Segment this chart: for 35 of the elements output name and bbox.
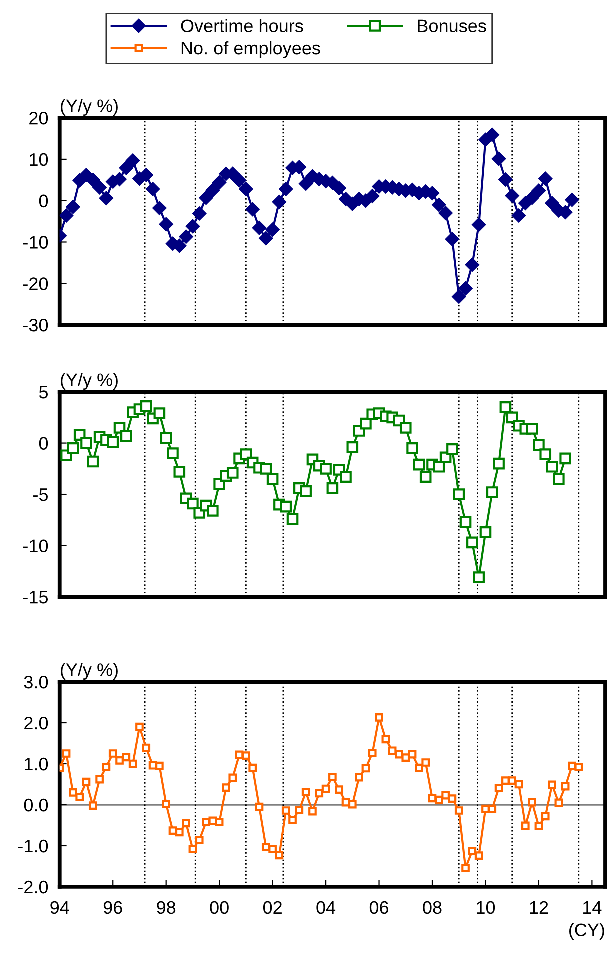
legend-label: Overtime hours	[181, 19, 304, 32]
x-tick-label: 98	[157, 901, 176, 914]
y-tick-label: -20	[23, 278, 48, 290]
x-tick-label: 12	[530, 901, 548, 914]
x-tick-label: 94	[50, 901, 70, 914]
x-tick-label: 00	[210, 901, 229, 914]
y-tick-label: 0	[39, 194, 48, 208]
y-tick-label: -1.0	[18, 840, 48, 853]
x-tick-label: 08	[423, 901, 442, 914]
y-axis-title: (Y/y %)	[61, 99, 118, 116]
x-tick-label: 02	[263, 901, 282, 914]
y-tick-label: 2.0	[24, 716, 48, 730]
y-axis-title: (Y/y %)	[61, 373, 118, 390]
y-tick-label: -30	[23, 318, 48, 332]
legend-label: Bonuses	[418, 20, 486, 32]
y-tick-label: 20	[30, 112, 48, 125]
y-tick-label: 10	[30, 153, 48, 166]
x-tick-label: 04	[316, 901, 336, 914]
x-tick-label: 14	[584, 902, 602, 914]
y-tick-label: -5	[34, 488, 48, 502]
y-tick-label: -10	[23, 236, 48, 249]
x-axis-title: (CY)	[570, 923, 604, 940]
y-tick-label: -15	[23, 591, 48, 604]
y-tick-label: 1.0	[25, 758, 48, 771]
y-tick-label: 0.0	[24, 798, 48, 812]
y-tick-label: 3.0	[24, 676, 48, 689]
x-tick-label: 06	[370, 901, 389, 914]
y-tick-label: 5	[39, 386, 48, 399]
x-tick-label: 96	[104, 901, 122, 914]
y-tick-label: 0	[39, 437, 48, 450]
y-axis-title: (Y/y %)	[61, 663, 118, 680]
y-tick-label: -2.0	[18, 880, 48, 894]
legend-label: No. of employees	[182, 41, 320, 58]
x-tick-label: 10	[477, 901, 496, 914]
y-tick-label: -10	[23, 540, 48, 552]
